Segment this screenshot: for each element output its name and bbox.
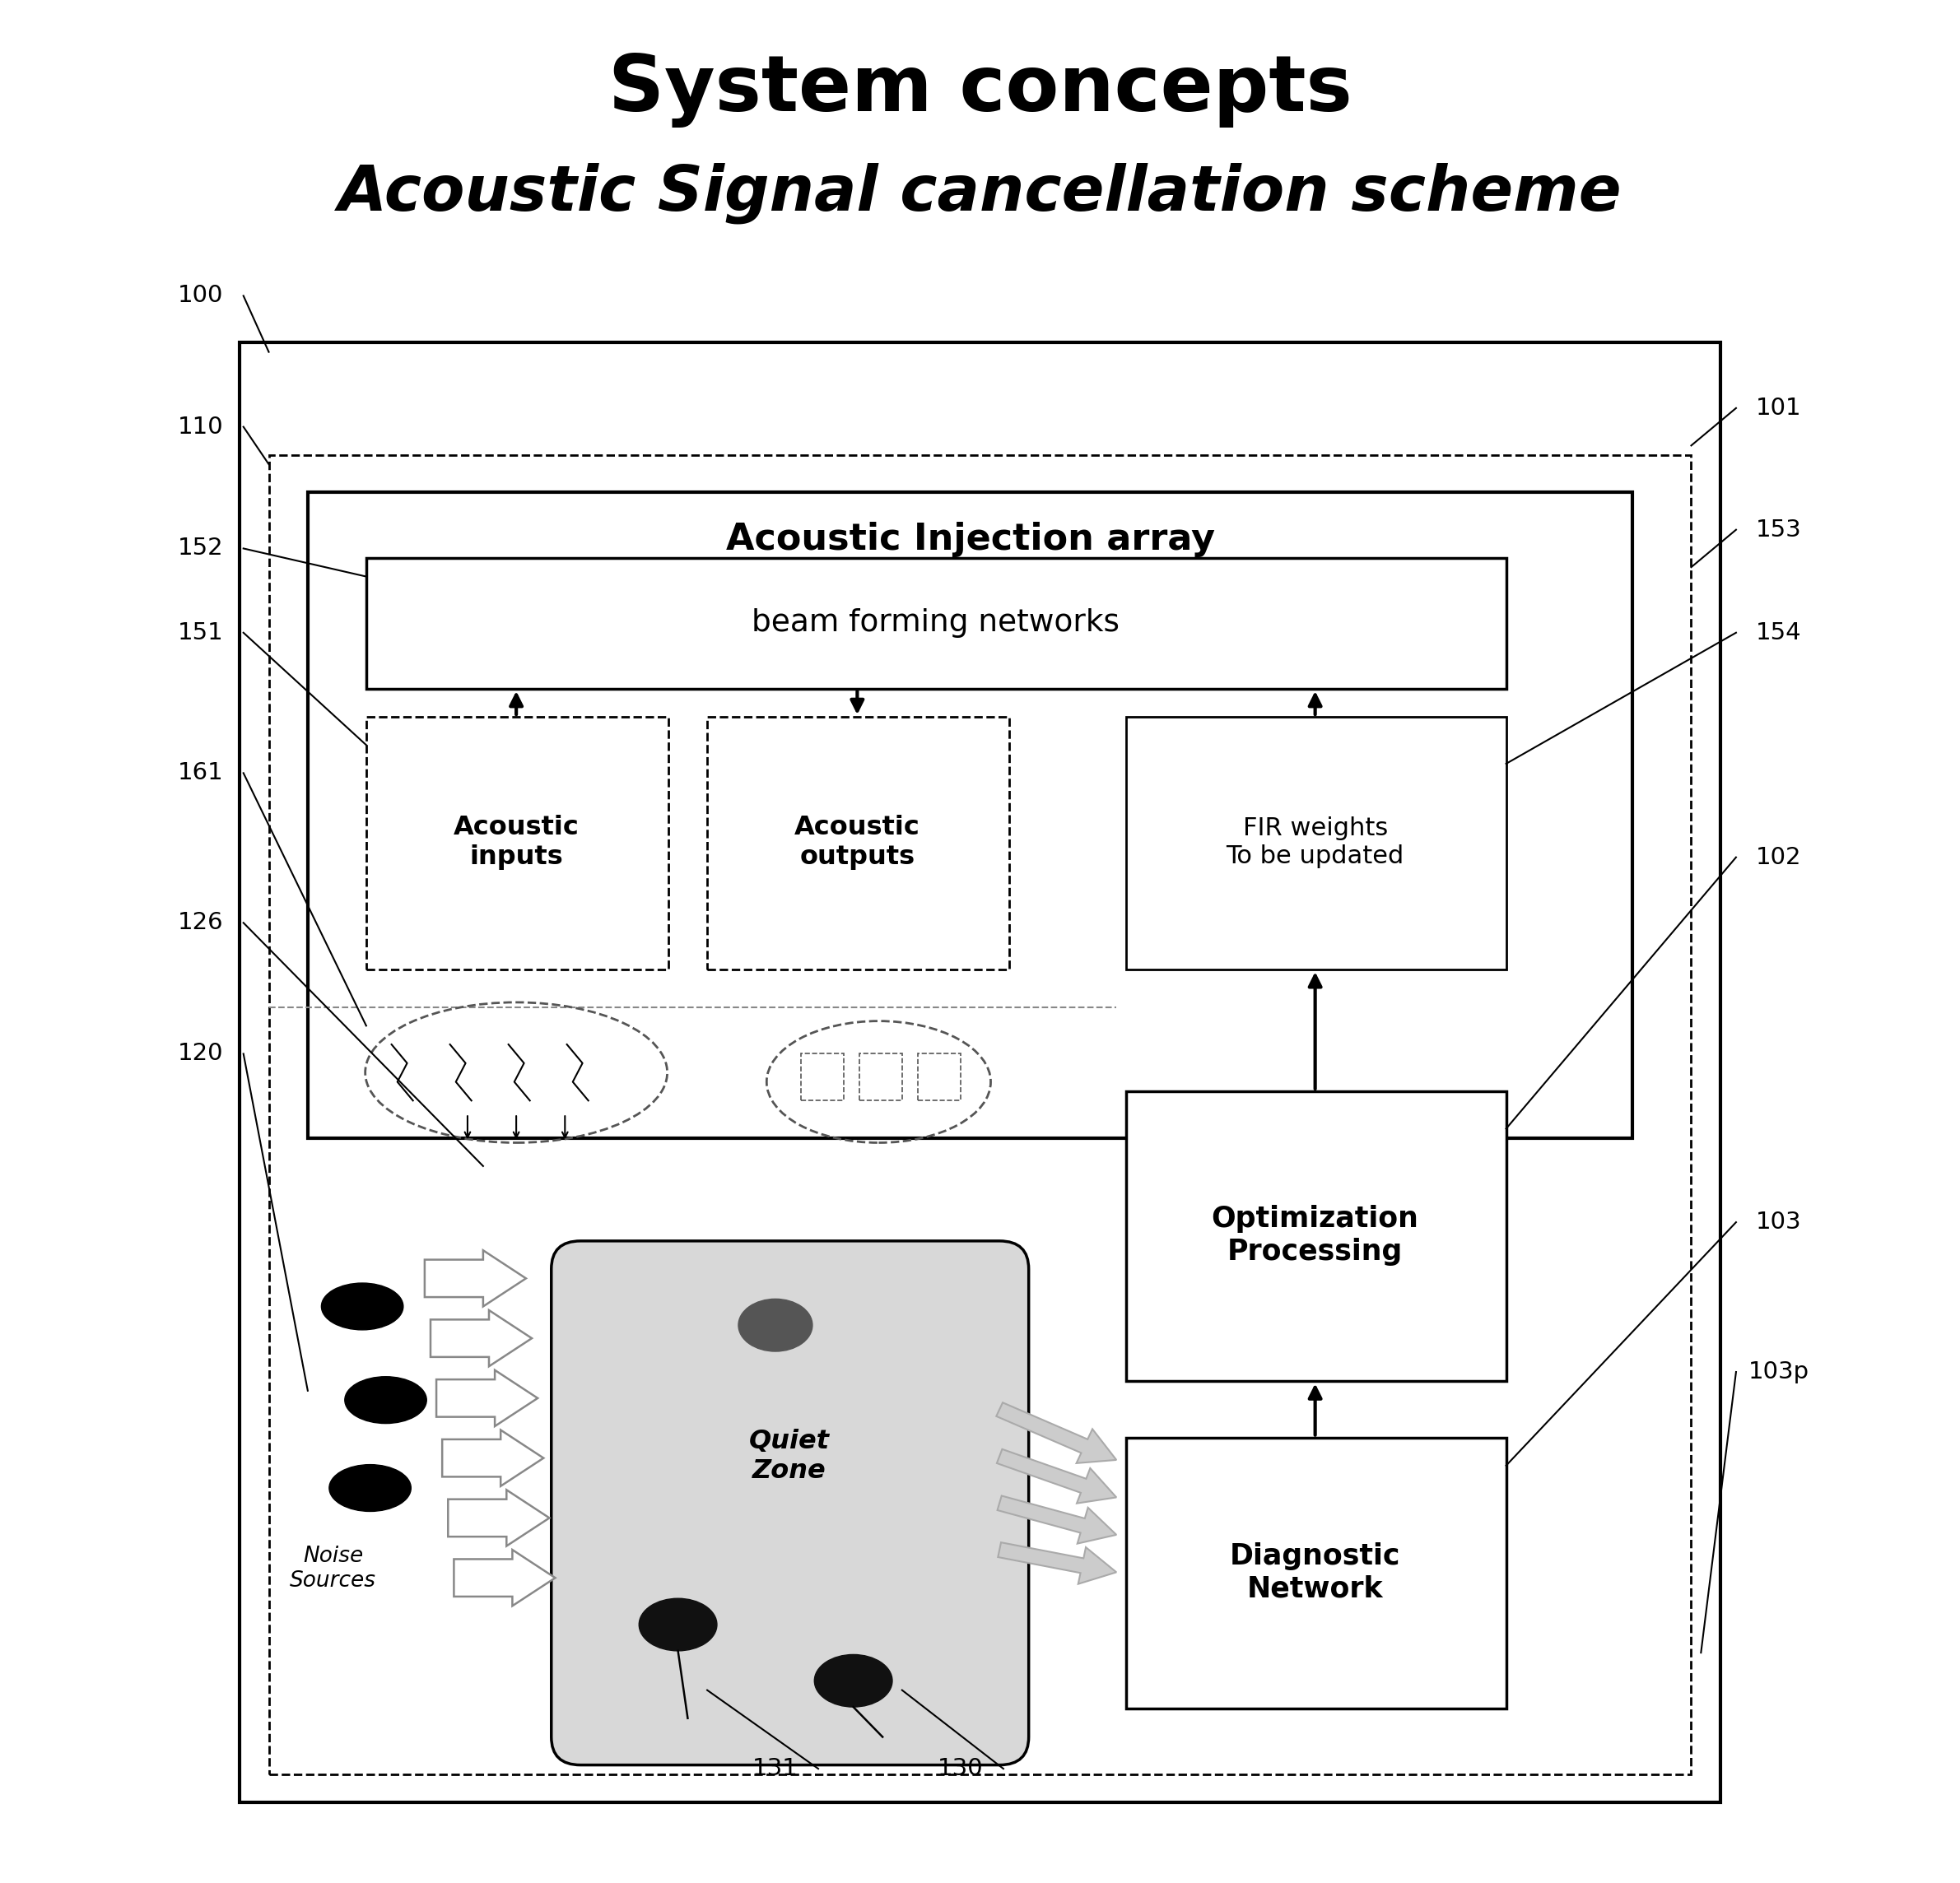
FancyArrow shape [431,1311,531,1367]
Text: Acoustic Signal cancellation scheme: Acoustic Signal cancellation scheme [339,162,1621,224]
FancyBboxPatch shape [551,1241,1029,1764]
Text: 161: 161 [178,761,223,785]
Text: Acoustic Injection array: Acoustic Injection array [725,522,1215,557]
FancyArrow shape [455,1550,555,1606]
Text: 110: 110 [178,416,223,439]
FancyArrow shape [437,1371,537,1425]
Text: 153: 153 [1756,518,1801,540]
FancyBboxPatch shape [1127,717,1505,970]
FancyBboxPatch shape [1127,1437,1505,1710]
Text: 103p: 103p [1748,1360,1809,1384]
FancyArrow shape [449,1489,549,1546]
Ellipse shape [639,1599,717,1651]
Ellipse shape [813,1655,892,1708]
FancyArrow shape [425,1250,525,1307]
Text: beam forming networks: beam forming networks [751,608,1119,638]
Text: 102: 102 [1756,845,1801,868]
Text: 131: 131 [753,1757,798,1779]
Text: Diagnostic
Network: Diagnostic Network [1229,1542,1401,1602]
Text: 151: 151 [178,621,223,644]
Ellipse shape [739,1299,813,1352]
Ellipse shape [329,1465,412,1512]
FancyArrow shape [996,1403,1117,1463]
FancyBboxPatch shape [367,717,668,970]
Text: Noise
Sources: Noise Sources [290,1546,376,1591]
Text: 130: 130 [937,1757,984,1779]
Text: 152: 152 [178,537,223,559]
FancyBboxPatch shape [1127,1092,1505,1382]
Text: 101: 101 [1756,397,1801,420]
Text: 154: 154 [1756,621,1801,644]
Ellipse shape [321,1282,404,1329]
Text: 126: 126 [178,911,223,934]
Text: 103: 103 [1756,1211,1801,1233]
FancyBboxPatch shape [269,456,1691,1774]
Text: Optimization
Processing: Optimization Processing [1211,1205,1419,1265]
Text: FIR weights
To be updated: FIR weights To be updated [1227,817,1403,868]
FancyArrow shape [998,1542,1117,1584]
FancyArrow shape [443,1429,543,1486]
FancyBboxPatch shape [239,343,1721,1802]
Text: Acoustic
inputs: Acoustic inputs [453,815,578,870]
Text: Quiet
Zone: Quiet Zone [749,1429,829,1484]
FancyBboxPatch shape [367,557,1505,689]
FancyBboxPatch shape [308,491,1633,1137]
FancyArrow shape [998,1495,1117,1544]
Text: 100: 100 [178,284,223,307]
FancyArrow shape [998,1450,1117,1503]
Text: System concepts: System concepts [608,53,1352,128]
Ellipse shape [345,1376,427,1424]
Text: 120: 120 [178,1043,223,1066]
Text: Acoustic
outputs: Acoustic outputs [794,815,919,870]
FancyBboxPatch shape [708,717,1009,970]
